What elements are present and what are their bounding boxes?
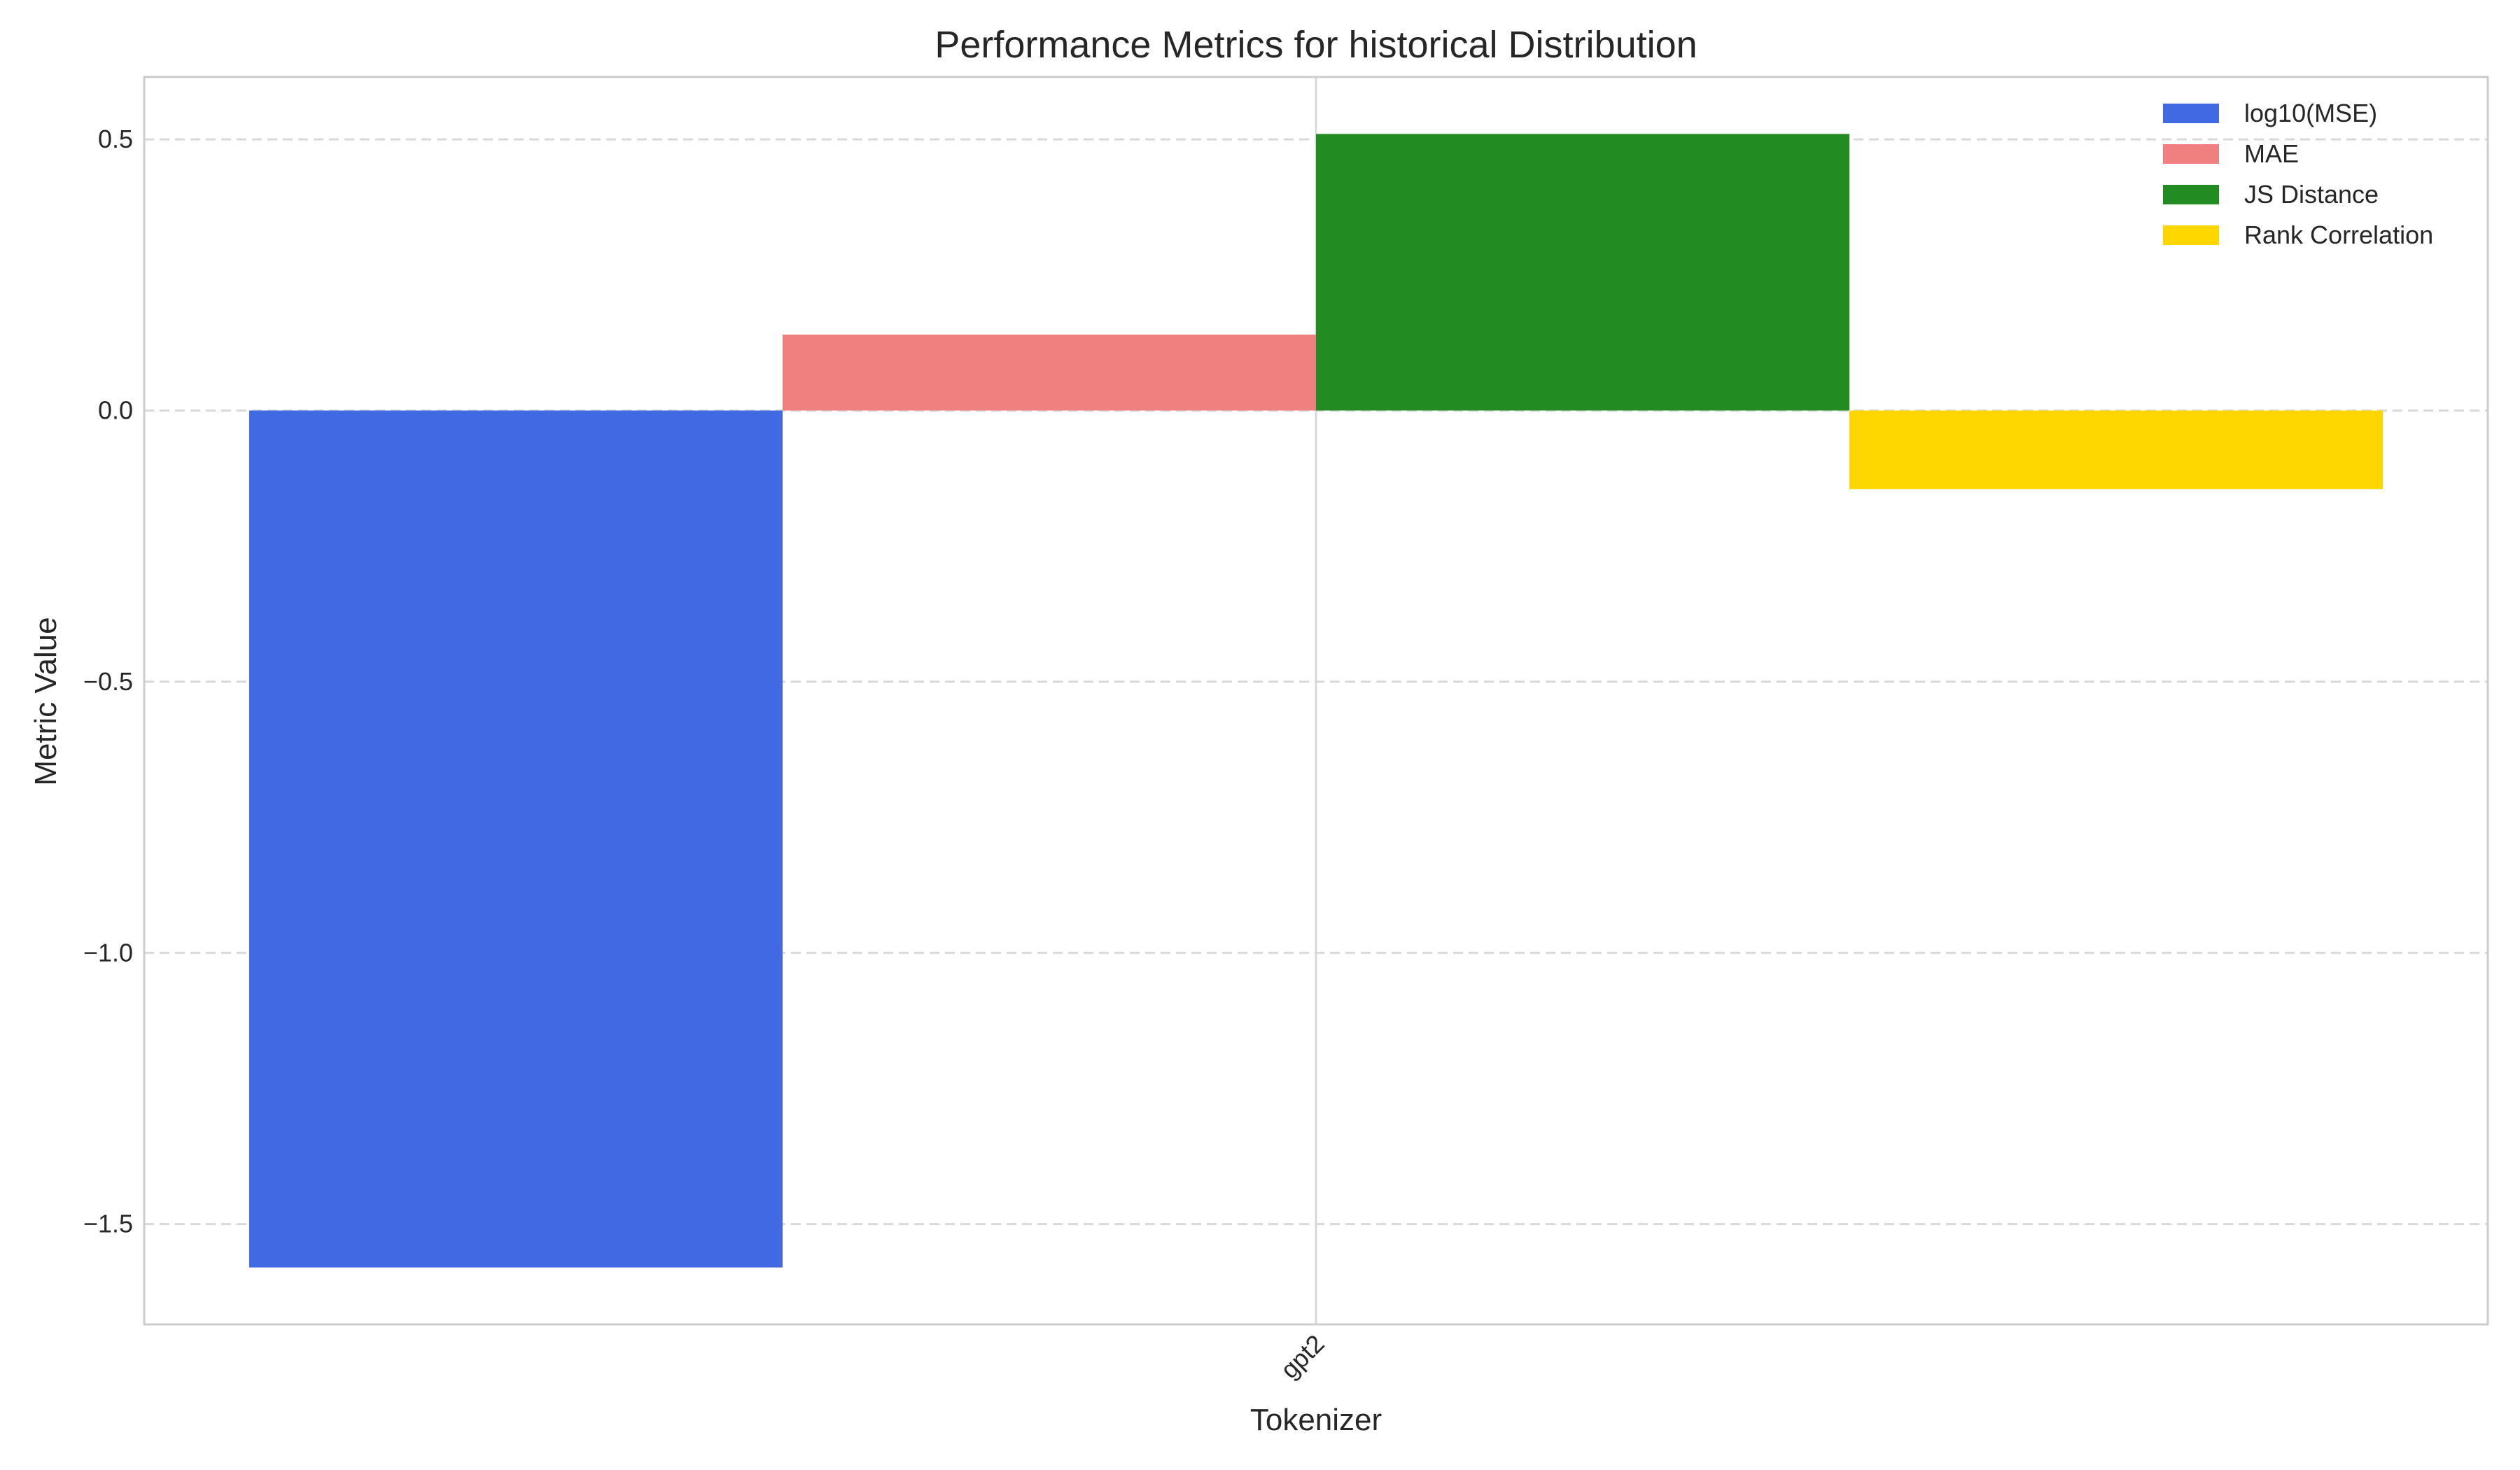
legend-swatch <box>2163 185 2219 204</box>
y-tick-label: −1.5 <box>83 1210 133 1238</box>
y-tick-label: 0.0 <box>98 396 133 424</box>
legend-swatch <box>2163 104 2219 123</box>
legend-swatch <box>2163 144 2219 164</box>
legend-label: log10(MSE) <box>2244 99 2377 127</box>
y-axis-label: Metric Value <box>29 617 63 785</box>
x-axis-label: Tokenizer <box>1250 1403 1382 1437</box>
legend-label: JS Distance <box>2244 180 2379 209</box>
plot-frame <box>143 76 2489 1326</box>
legend-label: Rank Correlation <box>2244 220 2433 249</box>
legend-swatch <box>2163 225 2219 245</box>
bar-log10-mse <box>249 410 783 1268</box>
y-tick-label: −0.5 <box>83 667 133 696</box>
y-ticks: 0.5 0.0 −0.5 −1.0 −1.5 <box>83 125 133 1238</box>
y-tick-label: −1.0 <box>83 938 133 967</box>
bar-mae <box>783 335 1316 411</box>
y-tick-label: 0.5 <box>98 125 133 153</box>
legend: log10(MSE) MAE JS Distance Rank Correlation <box>2163 99 2433 249</box>
legend-label: MAE <box>2244 139 2299 168</box>
chart-title: Performance Metrics for historical Distr… <box>934 24 1697 66</box>
bars <box>249 134 2383 1268</box>
bar-rank-correlation <box>1849 410 2383 489</box>
bar-js-distance <box>1316 134 1849 411</box>
